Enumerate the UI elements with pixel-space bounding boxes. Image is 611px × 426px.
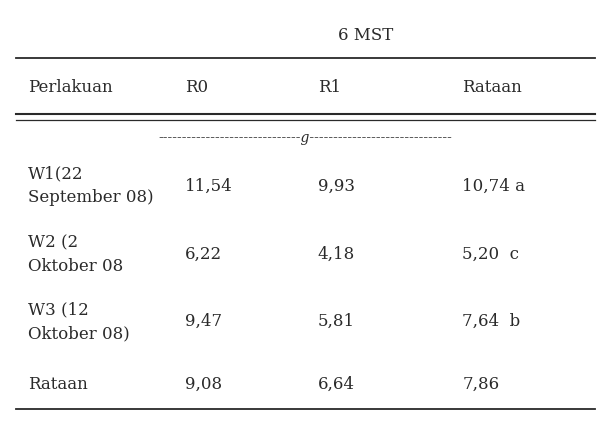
Text: R1: R1 <box>318 79 341 96</box>
Text: 6,64: 6,64 <box>318 376 354 393</box>
Text: Oktober 08: Oktober 08 <box>28 258 123 275</box>
Text: ------------------------------g------------------------------: ------------------------------g---------… <box>159 131 452 145</box>
Text: Oktober 08): Oktober 08) <box>28 325 130 342</box>
Text: W2 (2: W2 (2 <box>28 234 78 251</box>
Text: 6 MST: 6 MST <box>338 27 393 44</box>
Text: 10,74 a: 10,74 a <box>462 177 525 194</box>
Text: 7,64  b: 7,64 b <box>462 313 521 330</box>
Text: R0: R0 <box>185 79 208 96</box>
Text: 6,22: 6,22 <box>185 246 222 263</box>
Text: Perlakuan: Perlakuan <box>28 79 113 96</box>
Text: 4,18: 4,18 <box>318 246 355 263</box>
Text: 7,86: 7,86 <box>462 376 499 393</box>
Text: 5,20  c: 5,20 c <box>462 246 519 263</box>
Text: W3 (12: W3 (12 <box>28 301 89 318</box>
Text: 9,08: 9,08 <box>185 376 222 393</box>
Text: 5,81: 5,81 <box>318 313 354 330</box>
Text: 11,54: 11,54 <box>185 177 233 194</box>
Text: September 08): September 08) <box>28 190 154 206</box>
Text: 9,93: 9,93 <box>318 177 354 194</box>
Text: Rataan: Rataan <box>28 376 88 393</box>
Text: Rataan: Rataan <box>462 79 522 96</box>
Text: 9,47: 9,47 <box>185 313 222 330</box>
Text: W1(22: W1(22 <box>28 165 84 182</box>
